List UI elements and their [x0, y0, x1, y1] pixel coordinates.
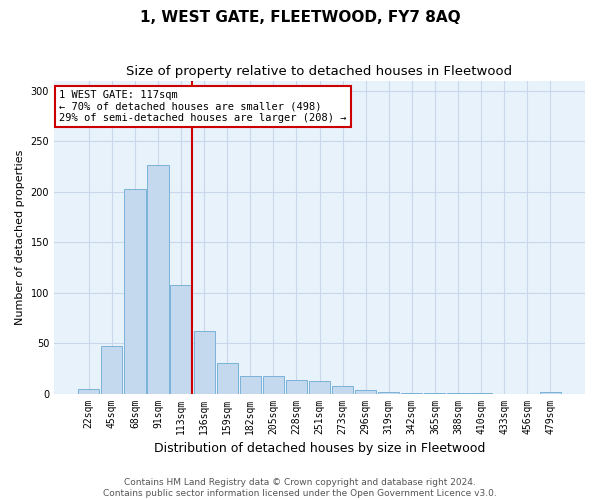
Bar: [101, 346, 122, 394]
Bar: [239, 376, 261, 394]
Bar: [309, 382, 330, 394]
Text: Contains HM Land Registry data © Crown copyright and database right 2024.
Contai: Contains HM Land Registry data © Crown c…: [103, 478, 497, 498]
Bar: [355, 390, 376, 394]
Bar: [539, 392, 561, 394]
Bar: [424, 392, 445, 394]
Bar: [124, 188, 146, 394]
Bar: [217, 364, 238, 394]
Bar: [470, 392, 491, 394]
Bar: [78, 388, 100, 394]
Bar: [263, 376, 284, 394]
X-axis label: Distribution of detached houses by size in Fleetwood: Distribution of detached houses by size …: [154, 442, 485, 455]
Bar: [448, 392, 469, 394]
Text: 1, WEST GATE, FLEETWOOD, FY7 8AQ: 1, WEST GATE, FLEETWOOD, FY7 8AQ: [140, 10, 460, 25]
Title: Size of property relative to detached houses in Fleetwood: Size of property relative to detached ho…: [127, 65, 512, 78]
Text: 1 WEST GATE: 117sqm
← 70% of detached houses are smaller (498)
29% of semi-detac: 1 WEST GATE: 117sqm ← 70% of detached ho…: [59, 90, 347, 123]
Bar: [332, 386, 353, 394]
Bar: [148, 166, 169, 394]
Bar: [286, 380, 307, 394]
Bar: [170, 284, 191, 394]
Y-axis label: Number of detached properties: Number of detached properties: [15, 150, 25, 324]
Bar: [401, 392, 422, 394]
Bar: [194, 331, 215, 394]
Bar: [378, 392, 400, 394]
